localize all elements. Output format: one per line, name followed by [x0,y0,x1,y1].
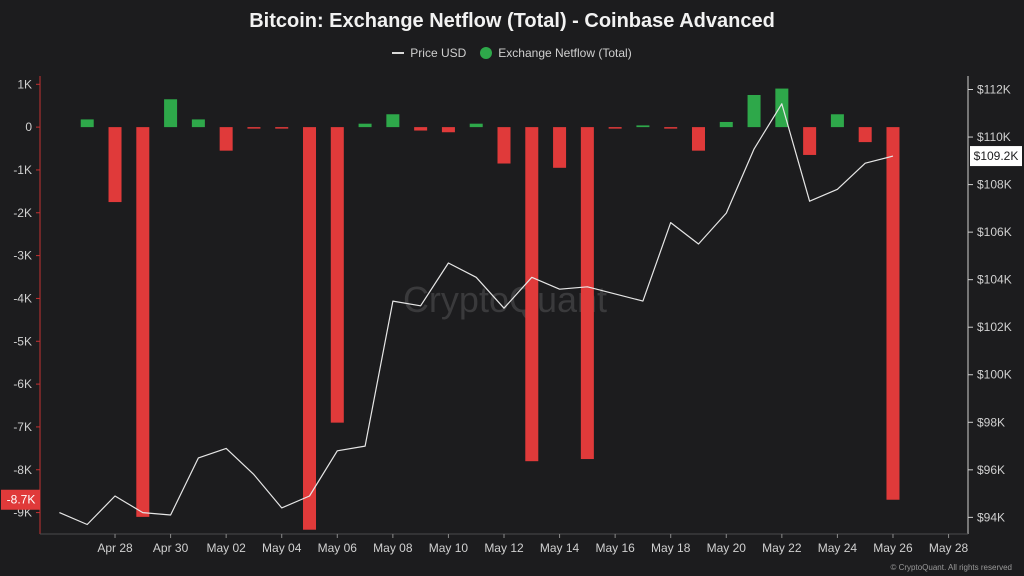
x-tick-label: May 02 [206,541,246,555]
watermark: CryptoQuant [403,279,607,320]
netflow-bar [275,127,289,129]
netflow-bar [469,123,483,128]
netflow-bar [330,127,344,423]
netflow-bar [525,127,539,462]
right-tick-label: $94K [977,510,1005,524]
footer-copyright: © CryptoQuant. All rights reserved [891,563,1013,572]
netflow-bar [303,127,317,530]
left-tick-label: -2K [13,206,32,220]
x-tick-label: Apr 28 [97,541,133,555]
netflow-bar [664,127,678,129]
netflow-bar [441,127,455,133]
x-tick-label: May 16 [595,541,635,555]
right-tick-label: $110K [977,130,1011,144]
price-current-label: $109.2K [974,149,1019,163]
legend-dot-marker [480,47,493,59]
netflow-bar [580,127,594,460]
netflow-bar [80,119,94,128]
chart-title: Bitcoin: Exchange Netflow (Total) - Coin… [249,10,775,32]
netflow-bar [636,125,650,128]
price-current-badge [970,146,1022,167]
x-tick-label: May 08 [373,541,413,555]
x-tick-label: May 24 [818,541,858,555]
netflow-bar [553,127,567,168]
left-tick-label: -1K [13,163,32,177]
left-tick-label: -4K [13,291,32,305]
x-tick-label: May 18 [651,541,691,555]
x-tick-label: Apr 30 [153,541,189,555]
right-tick-label: $98K [977,415,1005,429]
left-tick-label: 0 [25,120,32,134]
legend-label-netflow: Exchange Netflow (Total) [498,46,632,60]
netflow-bar [608,127,622,129]
right-tick-label: $108K [977,178,1012,192]
netflow-bar [219,127,233,151]
x-tick-label: May 22 [762,541,802,555]
x-tick-label: May 26 [873,541,913,555]
legend-item-netflow[interactable]: Exchange Netflow (Total) [480,46,632,60]
netflow-bar [858,127,872,143]
netflow-bar [136,127,150,517]
netflow-bar [414,127,428,131]
legend-line-marker [392,52,405,54]
legend-item-price[interactable]: Price USD [392,46,466,60]
left-tick-label: 1K [17,77,32,91]
price-line [59,103,894,526]
netflow-bar [164,99,178,128]
netflow-bar [747,94,761,128]
left-tick-label: -7K [13,420,32,434]
netflow-current-label: -8.7K [7,493,36,507]
x-tick-label: May 06 [318,541,358,555]
left-tick-label: -6K [13,377,32,391]
netflow-bar [691,127,705,151]
x-tick-label: May 12 [484,541,524,555]
netflow-bar [358,123,372,128]
x-tick-label: May 14 [540,541,580,555]
netflow-current-badge [1,489,40,510]
legend-label-price: Price USD [410,46,467,60]
netflow-bar [497,127,511,164]
x-tick-label: May 28 [929,541,969,555]
right-tick-label: $106K [977,225,1012,239]
right-tick-label: $102K [977,320,1012,334]
right-tick-label: $96K [977,463,1005,477]
netflow-bar [108,127,122,203]
left-tick-label: -5K [13,334,32,348]
netflow-bar [719,121,733,128]
right-tick-label: $100K [977,368,1012,382]
netflow-bar [803,127,817,155]
netflow-bar [247,127,261,129]
netflow-bar [191,119,205,128]
x-tick-label: May 20 [707,541,747,555]
right-tick-label: $104K [977,273,1012,287]
netflow-bar [886,127,900,500]
x-tick-label: May 04 [262,541,302,555]
x-tick-label: May 10 [429,541,469,555]
right-tick-label: $112K [977,83,1011,97]
chart-legend: Price USD Exchange Netflow (Total) [0,46,1024,60]
left-tick-label: -3K [13,249,32,263]
netflow-bar [830,114,844,128]
netflow-bar [386,114,400,128]
left-tick-label: -8K [13,463,32,477]
